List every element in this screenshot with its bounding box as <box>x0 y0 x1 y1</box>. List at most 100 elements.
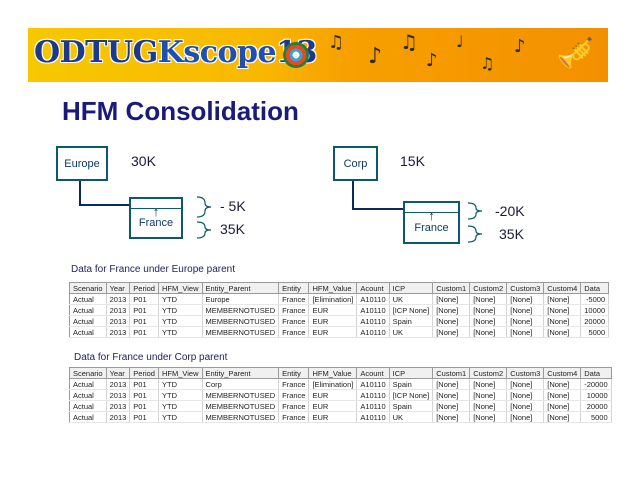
banner-logo: ODTUGKscope13 <box>34 35 317 70</box>
column-header: Year <box>105 282 131 294</box>
table-cell: France <box>278 315 310 327</box>
table-cell: [None] <box>543 326 582 338</box>
table-cell: Actual <box>69 389 107 401</box>
connector-line-left <box>79 180 131 206</box>
table-cell: 20000 <box>580 315 610 327</box>
table-cell: YTD <box>158 293 203 305</box>
column-header: Custom1 <box>432 367 471 379</box>
column-header: ICP <box>388 367 434 379</box>
table-cell: [None] <box>543 389 582 401</box>
table-cell: EUR <box>308 411 358 423</box>
table-cell: Actual <box>69 304 107 316</box>
table-cell: [None] <box>469 326 508 338</box>
table-cell: France <box>278 293 310 305</box>
table-cell: [Elimination] <box>308 293 358 305</box>
table-cell: Actual <box>69 326 107 338</box>
brace-icon <box>467 225 483 243</box>
column-header: HFM_View <box>157 367 203 379</box>
table-cell: [None] <box>432 304 471 316</box>
node-label: Europe <box>64 157 100 170</box>
column-header: Period <box>129 282 159 294</box>
sun-logo-icon <box>283 42 309 68</box>
table-cell: Europe <box>202 293 280 305</box>
table-cell: P01 <box>129 389 159 401</box>
table-cell: [ICP None] <box>389 389 434 401</box>
table-cell: A10110 <box>356 304 390 316</box>
node-europe: Europe <box>56 146 108 181</box>
table-cell: [ICP None] <box>389 304 434 316</box>
table-cell: [None] <box>543 400 582 412</box>
column-header: Scenario <box>69 282 107 294</box>
node-france-left: ↑ France <box>129 197 183 239</box>
brace-icon <box>467 202 483 220</box>
node-france-right: ↑ France <box>403 201 460 244</box>
table-cell: 5000 <box>580 326 610 338</box>
column-header: Custom4 <box>543 282 582 294</box>
table-cell: A10110 <box>356 400 390 412</box>
music-note-icon: ♪ <box>426 50 438 71</box>
table-cell: YTD <box>158 326 203 338</box>
table-cell: A10110 <box>356 389 390 401</box>
column-header: Custom2 <box>469 282 508 294</box>
table-cell: 2013 <box>106 315 131 327</box>
table-header-row: Scenario Year Period HFM_View Entity_Parent E… <box>69 282 610 294</box>
table-cell: MEMBERNOTUSED <box>202 326 280 338</box>
table-cell: [None] <box>506 411 545 423</box>
connector-line-right <box>352 181 405 210</box>
table-cell: YTD <box>158 378 203 390</box>
table-cell: [None] <box>543 293 582 305</box>
table-cell: UK <box>389 326 434 338</box>
logo-odtug: ODTUG <box>34 35 158 70</box>
table-cell: A10110 <box>356 315 390 327</box>
column-header: HFM_View <box>157 282 203 294</box>
table-cell: YTD <box>158 411 203 423</box>
table-cell: P01 <box>129 411 159 423</box>
table-cell: [None] <box>543 411 582 423</box>
node-label: France <box>414 222 449 234</box>
table-cell: EUR <box>308 315 358 327</box>
table-cell: Actual <box>69 411 107 423</box>
table-caption: Data for France under Corp parent <box>74 352 228 363</box>
music-note-icon: ♫ <box>480 54 495 73</box>
table-cell: [None] <box>432 315 471 327</box>
table-cell: [None] <box>506 400 545 412</box>
table-cell: EUR <box>308 389 358 401</box>
elimination-value: - 5K <box>220 198 246 214</box>
table-cell: [None] <box>506 378 545 390</box>
column-header: ICP <box>388 282 434 294</box>
table-row: Actual 2013 P01 YTD MEMBERNOTUSED France EUR A1… <box>69 304 610 316</box>
table-cell: [None] <box>506 389 545 401</box>
table-cell: Actual <box>69 315 107 327</box>
node-label: France <box>138 217 174 229</box>
node-label: Corp <box>343 157 368 170</box>
table-cell: MEMBERNOTUSED <box>202 315 280 327</box>
table-cell: France <box>278 411 310 423</box>
column-header: Data <box>580 367 612 379</box>
table-cell: France <box>278 326 310 338</box>
table-cell: [None] <box>469 378 508 390</box>
table-cell: UK <box>389 411 434 423</box>
column-header: Period <box>129 367 159 379</box>
table-cell: [None] <box>543 378 582 390</box>
table-cell: 2013 <box>106 304 131 316</box>
column-header: Custom3 <box>506 282 545 294</box>
parent-value: 15K <box>400 153 425 169</box>
table-cell: EUR <box>308 326 358 338</box>
table-cell: [None] <box>469 411 508 423</box>
diagram-connectors <box>79 180 483 243</box>
table-cell: 2013 <box>106 293 131 305</box>
music-note-icon: ♩ <box>456 32 464 51</box>
child-value: 35K <box>220 221 245 237</box>
table-cell: [None] <box>469 293 508 305</box>
table-cell: P01 <box>129 326 159 338</box>
table-cell: P01 <box>129 304 159 316</box>
column-header: HFM_Value <box>308 282 358 294</box>
table-cell: Actual <box>69 293 107 305</box>
table-cell: Actual <box>69 378 107 390</box>
table-cell: YTD <box>158 389 203 401</box>
column-header: Custom4 <box>543 367 582 379</box>
table-cell: A10110 <box>356 411 390 423</box>
table-cell: MEMBERNOTUSED <box>202 400 280 412</box>
table-cell: [None] <box>469 389 508 401</box>
table-row: Actual 2013 P01 YTD MEMBERNOTUSED France EUR A1… <box>69 315 610 327</box>
